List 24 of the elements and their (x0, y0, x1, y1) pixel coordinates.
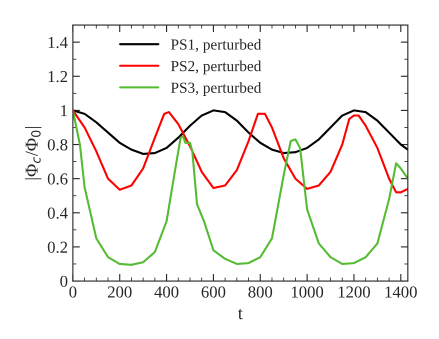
y-axis-title: |Φ$_{c}$/Φ$_{0}$| (25, 126, 42, 180)
line-series (72, 109, 408, 194)
x-tick-label: 600 (202, 286, 226, 298)
y-tick-label: 0.4 (48, 207, 68, 219)
line-series (72, 109, 408, 155)
y-tick-label: 1.4 (48, 36, 68, 48)
y-tick-label: 0.8 (48, 139, 68, 151)
x-tick-label: 800 (248, 286, 272, 298)
line-series (72, 109, 408, 266)
x-axis-title: t (238, 308, 243, 320)
y-tick-label: 1.2 (48, 71, 68, 82)
x-tick-label: 1200 (338, 286, 370, 298)
x-tick-label: 1000 (292, 286, 324, 298)
y-tick-label: 1 (61, 105, 68, 116)
y-tick-label: 0 (60, 276, 68, 287)
x-tick-label: 0 (69, 286, 76, 298)
y-tick-label: 0.6 (48, 173, 68, 185)
x-tick-label: 1400 (386, 286, 417, 298)
x-tick-label: 200 (108, 286, 132, 298)
x-tick-label: 400 (154, 286, 178, 298)
legend-label: PS3, perturbed (170, 82, 262, 96)
legend-label: PS1, perturbed (170, 38, 262, 53)
y-tick-label: 0.2 (48, 242, 68, 253)
legend-label: PS2, perturbed (170, 60, 262, 74)
